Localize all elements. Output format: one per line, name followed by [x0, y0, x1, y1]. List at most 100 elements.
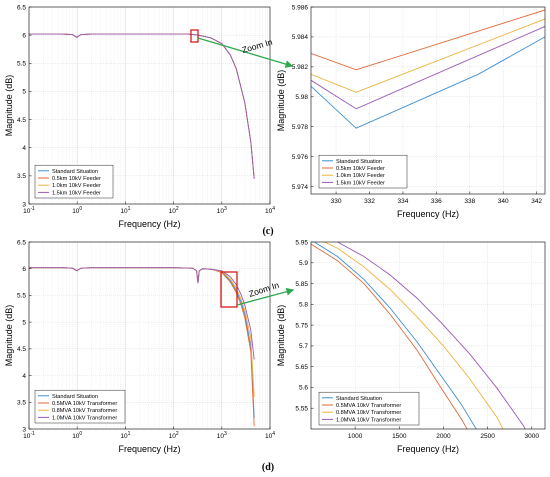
y-tick-label: 5.55 [295, 406, 308, 413]
series-line-2 [311, 9, 545, 71]
axes-frame [310, 6, 546, 195]
x-tick-label: 342 [531, 198, 542, 205]
y-tick-label: 3 [22, 201, 26, 208]
legend-entry: Standard Situation [336, 159, 382, 165]
x-tick-label: 102 [169, 206, 179, 215]
legend-entry: Standard Situation [52, 169, 98, 175]
series-line-4 [29, 267, 255, 360]
legend-entry: Standard Situation [52, 394, 98, 400]
x-tick-label: 2000 [436, 433, 451, 440]
y-axis-title: Magnitude (dB) [4, 75, 14, 137]
y-tick-label: 4.5 [17, 117, 26, 124]
y-tick-label: 6.5 [17, 239, 26, 246]
x-tick-label: 101 [120, 206, 130, 215]
legend-entry: 0.5MVA 10kV Transformer [336, 403, 401, 409]
legend-box [318, 391, 420, 426]
y-tick-label: 6.5 [17, 4, 26, 11]
legend-entry: Standard Situation [336, 396, 382, 402]
zoom-arrow-d [236, 287, 295, 306]
y-axis-title: Magnitude (dB) [276, 70, 286, 132]
legend-entry: 1.0km 10kV Feeder [52, 183, 101, 189]
y-tick-label: 5.85 [295, 281, 308, 288]
y-tick-label: 5.976 [292, 154, 309, 161]
y-tick-label: 5.978 [292, 124, 309, 131]
panel-label-d: (d) [262, 462, 274, 473]
legend-entry: 0.8MVA 10kV Transformer [336, 410, 401, 416]
y-tick-label: 4.5 [17, 346, 26, 353]
chart-d-main: 10-1 100 101 102 103 104 3 3.5 4 4.5 5 5.5 6 6.5 Frequ… [4, 239, 275, 454]
x-tick-label: 340 [498, 198, 509, 205]
zoom-highlight-c [190, 29, 199, 43]
x-tick-label: 104 [265, 206, 275, 215]
series-line-2 [311, 243, 468, 429]
zoom-arrow-c [197, 37, 294, 68]
x-tick-label: 10-1 [23, 431, 35, 440]
y-tick-label: 3 [22, 426, 26, 433]
legend-entry: 0.5MVA 10kV Transformer [52, 401, 117, 407]
x-tick-label: 104 [265, 431, 275, 440]
axes-frame [28, 6, 271, 205]
x-tick-label: 103 [217, 206, 227, 215]
axes-frame [310, 241, 546, 430]
y-tick-label: 5.9 [299, 260, 308, 267]
chart-c-main: 10-1 100 101 102 103 104 3 3.5 4 4.5 5 5.5 6 6.5 Frequ… [4, 4, 275, 229]
series-group [311, 242, 526, 429]
zoom-highlight-d [220, 271, 238, 308]
x-tick-label: 103 [217, 431, 227, 440]
y-tick-label: 5.984 [292, 34, 309, 41]
x-tick-label: 3000 [525, 433, 540, 440]
x-axis-title: Frequency (Hz) [397, 209, 459, 219]
y-tick-label: 6 [22, 32, 26, 39]
series-line-4 [336, 242, 526, 429]
series-line-4 [29, 33, 255, 179]
x-tick-label: 334 [397, 198, 408, 205]
y-tick-label: 5.65 [295, 364, 308, 371]
x-tick-label: 1000 [348, 433, 363, 440]
x-tick-label: 1500 [392, 433, 407, 440]
chart-d-zoom: 1000 1500 2000 2500 3000 5.55 5.6 5.65 5.7 5.75 5.… [276, 239, 546, 454]
panel-label-c: (c) [262, 226, 273, 237]
series-group [311, 9, 545, 129]
y-tick-label: 5.7 [299, 343, 308, 350]
legend-entry: 1.0km 10kV Feeder [336, 173, 385, 179]
chart-c-zoom: 330 332 334 336 338 340 342 5.974 5.976 5.978 5.98… [276, 4, 546, 219]
y-tick-label: 3.5 [17, 173, 26, 180]
series-line-3 [323, 242, 504, 429]
x-tick-label: 330 [331, 198, 342, 205]
series-line-1 [313, 242, 477, 429]
y-tick-label: 5 [22, 89, 26, 96]
y-tick-label: 5.982 [292, 64, 309, 71]
series-line-1 [311, 36, 545, 129]
x-tick-label: 10-1 [23, 206, 35, 215]
x-tick-label: 336 [431, 198, 442, 205]
legend-entry: 1.0MVA 10kV Transformer [336, 417, 401, 423]
series-line-3 [311, 18, 545, 93]
legend-entry: 0.5km 10kV Feeder [52, 176, 101, 182]
y-tick-label: 5.974 [292, 184, 309, 191]
legend-box [34, 389, 126, 424]
x-tick-label: 102 [169, 431, 179, 440]
x-tick-label: 338 [464, 198, 475, 205]
legend-entry: 0.5km 10kV Feeder [336, 166, 385, 172]
legend-entry: 1.5km 10kV Feeder [52, 190, 101, 196]
y-axis-title: Magnitude (dB) [276, 305, 286, 367]
x-axis-title: Frequency (Hz) [118, 219, 180, 229]
y-axis-title: Magnitude (dB) [4, 305, 14, 367]
x-axis-title: Frequency (Hz) [397, 444, 459, 454]
y-tick-label: 6 [22, 266, 26, 273]
axes-frame [28, 241, 271, 430]
y-tick-label: 3.5 [17, 400, 26, 407]
y-tick-label: 5.986 [292, 4, 309, 11]
legend-entry: 1.0MVA 10kV Transformer [52, 415, 117, 421]
y-tick-label: 5.5 [17, 61, 26, 68]
x-tick-label: 2500 [480, 433, 495, 440]
y-tick-label: 5.98 [295, 94, 308, 101]
x-tick-label: 101 [120, 431, 130, 440]
y-tick-label: 5.5 [17, 293, 26, 300]
legend-entry: 0.8MVA 10kV Transformer [52, 408, 117, 414]
